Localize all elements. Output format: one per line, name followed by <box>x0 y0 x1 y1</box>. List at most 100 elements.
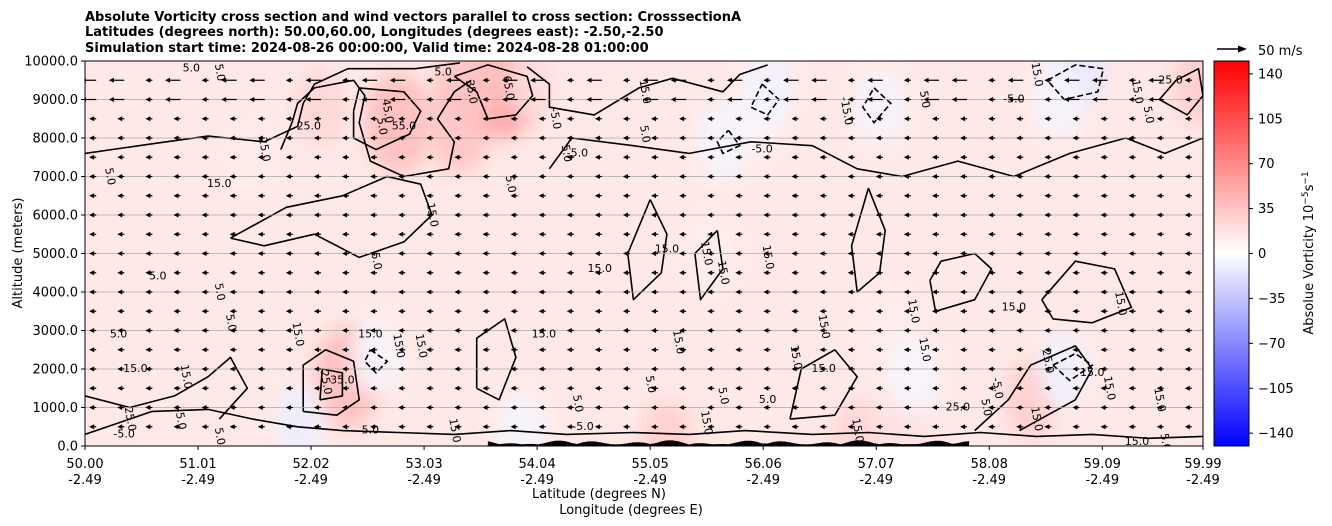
wind-vector-head <box>285 328 291 333</box>
wind-vector-head <box>342 193 348 199</box>
wind-vector-head <box>342 97 348 102</box>
wind-vector-head <box>229 231 235 237</box>
wind-vector-head <box>875 154 881 160</box>
wind-vector-head <box>426 135 432 141</box>
wind-vector-head <box>510 135 516 141</box>
wind-vector-head <box>482 405 488 410</box>
wind-vector-head <box>679 154 685 160</box>
wind-vector-head <box>1156 193 1162 199</box>
wind-vector-head <box>201 289 207 295</box>
wind-vector-head <box>201 77 207 83</box>
wind-vector-head <box>145 174 151 179</box>
wind-vector-head <box>342 154 348 160</box>
wind-vector-head <box>454 328 460 333</box>
wind-vector-head <box>285 116 291 122</box>
wind-vector-head <box>903 385 909 391</box>
wind-vector-head <box>791 405 797 410</box>
contour-label: 5.0 <box>149 270 167 283</box>
wind-vector-head <box>960 328 966 333</box>
wind-vector-head <box>847 251 853 256</box>
wind-vector-head <box>117 328 123 333</box>
wind-vector-head <box>819 405 825 410</box>
wind-vector-head <box>960 135 966 141</box>
wind-vector-head <box>1128 308 1134 314</box>
wind-vector-head <box>875 405 881 410</box>
wind-vector-head <box>1156 366 1162 372</box>
contour-label: -5.0 <box>113 427 134 440</box>
wind-vector-head <box>763 308 769 314</box>
wind-vector-head <box>426 154 432 160</box>
contour-line-positive <box>789 349 858 420</box>
wind-vector-head <box>398 251 404 256</box>
wind-vector-head <box>763 289 769 295</box>
wind-vector-head <box>538 366 544 372</box>
wind-vector-head <box>201 328 207 333</box>
contour-label: 5.0 <box>637 124 653 143</box>
wind-vector-head <box>426 97 432 102</box>
wind-vector-head <box>763 347 769 353</box>
wind-vector-head <box>679 116 685 122</box>
wind-vector-head <box>566 174 572 179</box>
wind-vector-head <box>285 135 291 141</box>
contour-label: 55.0 <box>392 119 417 132</box>
wind-vector-head <box>931 385 937 391</box>
wind-vector-head <box>145 270 151 276</box>
wind-vector-head <box>370 231 376 237</box>
wind-vector-head <box>1044 405 1050 410</box>
wind-vector-head <box>426 116 432 122</box>
wind-vector-head <box>173 174 179 179</box>
contour-line-positive <box>352 87 422 151</box>
wind-vector-head <box>1184 366 1190 372</box>
wind-vector-head <box>257 328 263 333</box>
wind-vector-head <box>482 116 488 122</box>
wind-vector-head <box>313 405 319 410</box>
colorbar-gradient <box>1213 60 1250 447</box>
wind-vector-head <box>342 251 348 256</box>
wind-vector-head <box>145 193 151 199</box>
wind-vector-head <box>530 97 536 102</box>
wind-vector-head <box>398 212 404 218</box>
wind-vector-head <box>1072 347 1078 353</box>
wind-vector-head <box>988 193 994 199</box>
wind-vector-head <box>145 289 151 295</box>
wind-vector-head <box>622 308 628 314</box>
contour-label: 15.0 <box>1080 366 1105 379</box>
wind-vector-head <box>538 328 544 333</box>
wind-vector-head <box>117 135 123 141</box>
wind-vector-head <box>763 97 769 102</box>
wind-vector-head <box>313 347 319 353</box>
wind-vector-head <box>566 385 572 391</box>
wind-vector-head <box>931 231 937 237</box>
wind-vector-head <box>454 154 460 160</box>
wind-vector-head <box>566 116 572 122</box>
wind-vector-head <box>791 366 797 372</box>
wind-vector-head <box>370 251 376 256</box>
wind-vector-head <box>622 289 628 295</box>
wind-vector-head <box>201 193 207 199</box>
wind-vector-head <box>847 231 853 237</box>
wind-vector-head <box>651 366 657 372</box>
wind-vector-head <box>313 212 319 218</box>
wind-vector-head <box>1184 424 1190 430</box>
wind-vector-head <box>1184 385 1190 391</box>
wind-vector-head <box>1016 270 1022 276</box>
wind-vector-head <box>931 366 937 372</box>
wind-vector-head <box>951 97 957 102</box>
wind-vector-head <box>566 212 572 218</box>
wind-vector-head <box>622 212 628 218</box>
wind-vector-head <box>1072 289 1078 295</box>
wind-vector-head <box>651 424 657 430</box>
wind-vector-head <box>566 308 572 314</box>
contour-label: 15.0 <box>715 259 732 285</box>
wind-vector-head <box>482 385 488 391</box>
wind-vector-head <box>763 116 769 122</box>
wind-vector-head <box>426 347 432 353</box>
wind-vector-head <box>117 347 123 353</box>
wind-vector-head <box>1156 154 1162 160</box>
wind-vector-head <box>707 251 713 256</box>
wind-vector-head <box>819 174 825 179</box>
wind-vector-head <box>931 116 937 122</box>
wind-vector-head <box>173 405 179 410</box>
wind-vector-head <box>201 231 207 237</box>
wind-vector-head <box>173 366 179 372</box>
